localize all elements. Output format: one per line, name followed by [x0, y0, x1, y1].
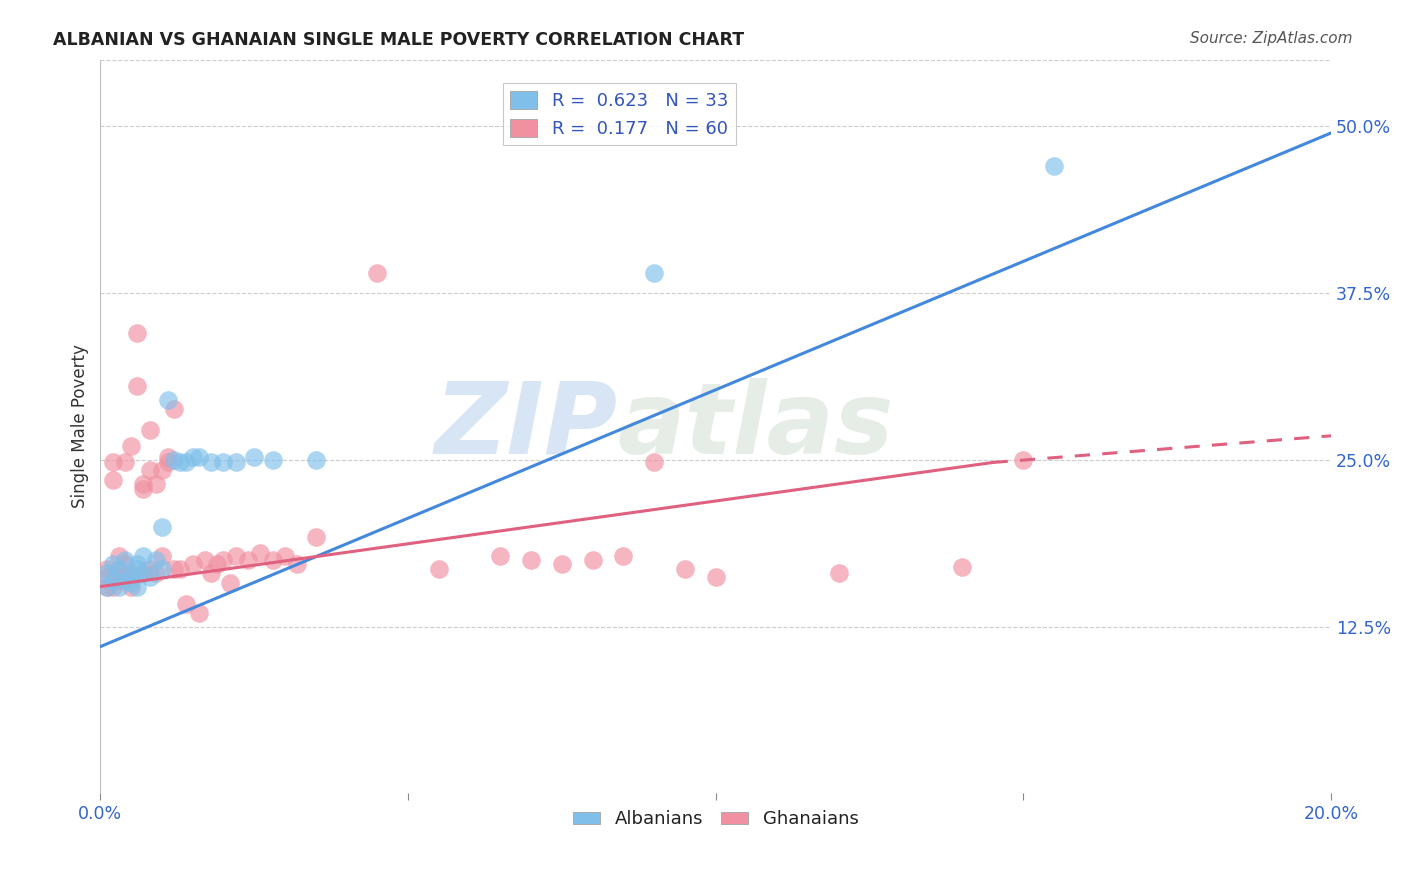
Point [704, 570, 727, 584]
Legend: Albanians, Ghanaians: Albanians, Ghanaians [565, 803, 866, 836]
Point [108, 573, 131, 587]
Point [127, 562, 149, 576]
Point [427, 562, 450, 576]
Point [181, 557, 204, 571]
Point [176, 597, 198, 611]
Point [127, 326, 149, 340]
Point [163, 453, 186, 467]
Point [150, 562, 173, 576]
Point [673, 562, 696, 576]
Point [108, 566, 131, 581]
Point [262, 453, 284, 467]
Point [120, 570, 142, 584]
Point [132, 476, 155, 491]
Point [643, 266, 665, 280]
Point [157, 455, 180, 469]
Point [150, 519, 173, 533]
Point [225, 455, 247, 469]
Point [145, 566, 167, 581]
Point [138, 570, 160, 584]
Point [114, 455, 136, 469]
Point [96, 570, 118, 584]
Point [181, 450, 204, 465]
Point [120, 575, 142, 590]
Point [132, 549, 155, 563]
Point [96, 562, 118, 576]
Point [187, 606, 209, 620]
Point [1012, 453, 1035, 467]
Point [108, 562, 131, 576]
Point [581, 553, 603, 567]
Point [96, 580, 118, 594]
Point [643, 455, 665, 469]
Point [132, 566, 155, 581]
Point [132, 566, 155, 581]
Point [950, 559, 973, 574]
Point [108, 549, 131, 563]
Point [157, 392, 180, 407]
Point [489, 549, 512, 563]
Point [127, 379, 149, 393]
Point [114, 557, 136, 571]
Point [200, 566, 222, 581]
Point [138, 463, 160, 477]
Point [120, 566, 142, 581]
Point [176, 455, 198, 469]
Point [305, 530, 328, 544]
Point [132, 482, 155, 496]
Text: Source: ZipAtlas.com: Source: ZipAtlas.com [1189, 31, 1353, 46]
Point [236, 553, 259, 567]
Point [200, 455, 222, 469]
Point [101, 557, 124, 571]
Text: atlas: atlas [617, 378, 894, 475]
Point [127, 557, 149, 571]
Point [212, 455, 235, 469]
Point [157, 450, 180, 465]
Point [551, 557, 574, 571]
Point [212, 553, 235, 567]
Point [262, 553, 284, 567]
Point [243, 450, 266, 465]
Point [101, 473, 124, 487]
Point [120, 580, 142, 594]
Point [101, 573, 124, 587]
Point [169, 562, 191, 576]
Point [305, 453, 328, 467]
Point [169, 455, 191, 469]
Point [520, 553, 543, 567]
Point [1043, 159, 1066, 173]
Point [163, 402, 186, 417]
Point [187, 450, 209, 465]
Point [108, 580, 131, 594]
Point [207, 557, 229, 571]
Text: ZIP: ZIP [434, 378, 617, 475]
Point [127, 580, 149, 594]
Point [150, 463, 173, 477]
Point [150, 549, 173, 563]
Point [366, 266, 388, 280]
Point [114, 553, 136, 567]
Point [225, 549, 247, 563]
Point [114, 573, 136, 587]
Point [101, 455, 124, 469]
Point [274, 549, 297, 563]
Point [96, 566, 118, 581]
Text: ALBANIAN VS GHANAIAN SINGLE MALE POVERTY CORRELATION CHART: ALBANIAN VS GHANAIAN SINGLE MALE POVERTY… [53, 31, 745, 49]
Point [249, 546, 271, 560]
Point [285, 557, 308, 571]
Point [145, 476, 167, 491]
Point [612, 549, 634, 563]
Point [96, 580, 118, 594]
Point [828, 566, 851, 581]
Y-axis label: Single Male Poverty: Single Male Poverty [72, 344, 89, 508]
Point [138, 424, 160, 438]
Point [163, 562, 186, 576]
Point [120, 440, 142, 454]
Point [138, 562, 160, 576]
Point [218, 575, 240, 590]
Point [101, 580, 124, 594]
Point [145, 553, 167, 567]
Point [194, 553, 217, 567]
Point [114, 570, 136, 584]
